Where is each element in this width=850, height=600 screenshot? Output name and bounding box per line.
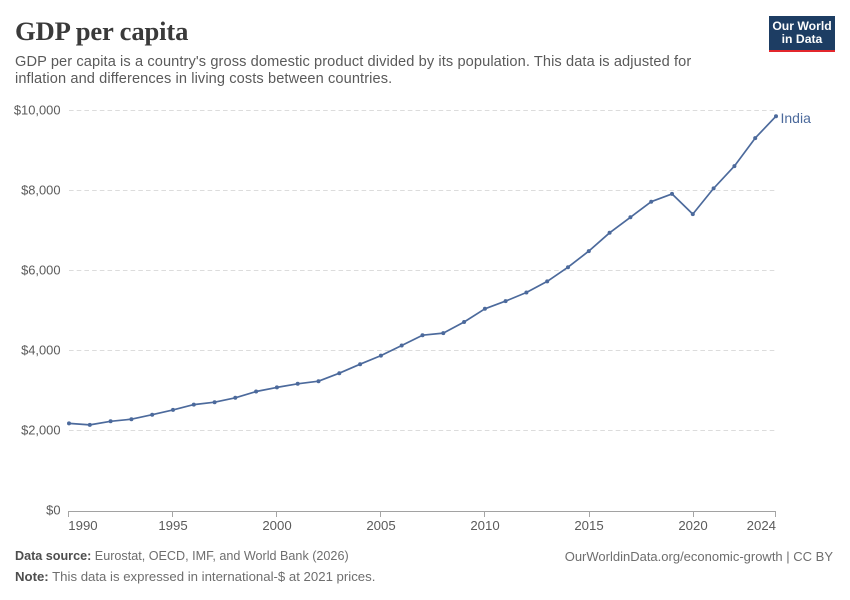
svg-text:2005: 2005 — [366, 518, 395, 533]
svg-text:2020: 2020 — [678, 518, 707, 533]
svg-text:$0: $0 — [46, 503, 60, 518]
svg-text:2000: 2000 — [262, 518, 291, 533]
svg-text:1990: 1990 — [68, 518, 97, 533]
svg-text:2015: 2015 — [574, 518, 603, 533]
svg-text:2010: 2010 — [470, 518, 499, 533]
svg-text:$8,000: $8,000 — [21, 183, 60, 198]
svg-text:$6,000: $6,000 — [21, 263, 60, 278]
svg-text:1995: 1995 — [158, 518, 187, 533]
svg-text:$2,000: $2,000 — [21, 423, 60, 438]
svg-text:$10,000: $10,000 — [14, 103, 61, 118]
svg-text:India: India — [781, 110, 812, 126]
svg-text:$4,000: $4,000 — [21, 343, 60, 358]
svg-text:2024: 2024 — [747, 518, 776, 533]
